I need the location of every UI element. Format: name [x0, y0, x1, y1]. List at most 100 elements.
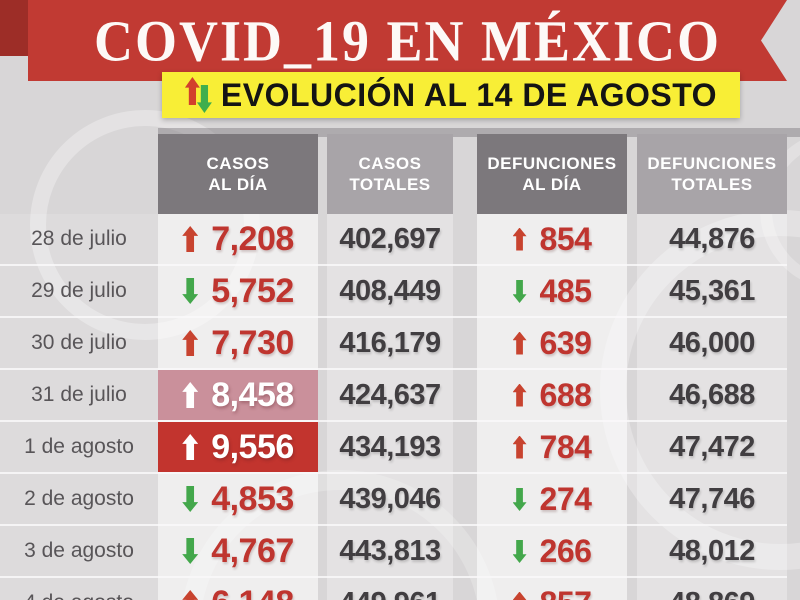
title-ribbon: COVID_19 EN MÉXICO — [28, 0, 787, 81]
total-cases-cell: 424,637 — [327, 370, 453, 420]
trend-arrow-icon — [512, 591, 527, 600]
trend-arrow-icon — [512, 383, 527, 407]
trend-arrow-icon — [182, 330, 199, 356]
daily-cases-cell: 7,208 — [158, 214, 318, 264]
daily-deaths-value: 784 — [539, 428, 592, 465]
trend-arrow-icon — [182, 486, 198, 512]
total-cases-value: 434,193 — [339, 430, 441, 463]
trend-arrow-icon — [182, 590, 199, 600]
up-down-arrows-icon — [184, 75, 217, 115]
date-column-band — [0, 214, 158, 600]
daily-deaths-cell: 266 — [477, 526, 627, 576]
total-deaths-value: 48,869 — [669, 587, 755, 600]
daily-deaths-value: 854 — [539, 220, 592, 257]
daily-cases-cell: 7,730 — [158, 318, 318, 368]
total-deaths-value: 47,746 — [669, 482, 755, 515]
daily-deaths-value: 266 — [539, 532, 592, 569]
column-header-line: CASOS — [358, 154, 422, 173]
column-header-line: DEFUNCIONES — [487, 154, 617, 173]
daily-cases-cell: 4,853 — [158, 474, 318, 524]
ribbon-fold — [0, 0, 28, 56]
daily-cases-value: 7,730 — [211, 323, 294, 362]
daily-deaths-cell: 274 — [477, 474, 627, 524]
total-cases-cell: 449,961 — [327, 578, 453, 600]
column-header-line: AL DÍA — [208, 175, 268, 194]
total-cases-value: 402,697 — [339, 222, 441, 255]
total-deaths-value: 45,361 — [669, 274, 755, 307]
total-deaths-cell: 47,472 — [637, 422, 787, 472]
total-deaths-value: 48,012 — [669, 534, 755, 567]
trend-arrow-icon — [182, 278, 198, 304]
trend-arrow-icon — [512, 227, 527, 251]
column-header-line: DEFUNCIONES — [647, 154, 777, 173]
daily-deaths-column-band — [477, 214, 627, 600]
daily-cases-cell: 9,556 — [158, 422, 318, 472]
table-top-strip — [158, 128, 800, 137]
date-label: 2 de agosto — [24, 487, 134, 510]
total-cases-cell: 408,449 — [327, 266, 453, 316]
total-cases-value: 424,637 — [339, 378, 441, 411]
date-label: 1 de agosto — [24, 435, 134, 458]
column-header-line: CASOS — [206, 154, 270, 173]
daily-deaths-cell: 688 — [477, 370, 627, 420]
total-deaths-column-band — [637, 214, 787, 600]
total-deaths-cell: 47,746 — [637, 474, 787, 524]
date-cell: 2 de agosto — [0, 474, 158, 524]
date-cell: 1 de agosto — [0, 422, 158, 472]
total-deaths-cell: 44,876 — [637, 214, 787, 264]
date-cell: 29 de julio — [0, 266, 158, 316]
date-cell: 4 de agosto — [0, 578, 158, 600]
table-row: 28 de julio 7,208 402,697 854 44,876 — [0, 214, 787, 266]
total-deaths-value: 46,000 — [669, 326, 755, 359]
daily-cases-value: 4,767 — [211, 531, 294, 570]
total-cases-value: 416,179 — [339, 326, 441, 359]
daily-cases-value: 8,458 — [211, 375, 294, 414]
trend-arrow-icon — [513, 488, 527, 511]
trend-arrow-icon — [513, 540, 527, 563]
daily-cases-value: 7,208 — [211, 219, 294, 258]
total-deaths-cell: 46,000 — [637, 318, 787, 368]
total-deaths-cell: 45,361 — [637, 266, 787, 316]
total-deaths-cell: 48,869 — [637, 578, 787, 600]
subtitle-text: EVOLUCIÓN AL 14 DE AGOSTO — [220, 76, 718, 113]
total-cases-value: 408,449 — [339, 274, 441, 307]
table-row: 30 de julio 7,730 416,179 639 46,000 — [0, 318, 787, 370]
daily-cases-cell: 6,148 — [158, 578, 318, 600]
total-cases-cell: 402,697 — [327, 214, 453, 264]
date-label: 31 de julio — [31, 383, 127, 406]
date-label: 29 de julio — [31, 279, 127, 302]
daily-deaths-value: 274 — [539, 480, 592, 517]
total-deaths-cell: 46,688 — [637, 370, 787, 420]
trend-arrow-icon — [512, 435, 527, 459]
column-header-line: TOTALES — [671, 175, 753, 194]
date-cell: 28 de julio — [0, 214, 158, 264]
table-row: 1 de agosto 9,556 434,193 784 47,472 — [0, 422, 787, 474]
daily-cases-cell: 5,752 — [158, 266, 318, 316]
table-row: 29 de julio 5,752 408,449 485 45,361 — [0, 266, 787, 318]
total-cases-cell: 416,179 — [327, 318, 453, 368]
page-title: COVID_19 EN MÉXICO — [93, 8, 722, 73]
daily-deaths-cell: 639 — [477, 318, 627, 368]
daily-cases-cell: 4,767 — [158, 526, 318, 576]
daily-cases-value: 9,556 — [211, 427, 294, 466]
daily-deaths-cell: 857 — [477, 578, 627, 600]
trend-arrow-icon — [182, 538, 198, 564]
daily-cases-value: 4,853 — [211, 479, 294, 518]
total-deaths-value: 44,876 — [669, 222, 755, 255]
total-cases-cell: 439,046 — [327, 474, 453, 524]
daily-deaths-value: 485 — [539, 272, 592, 309]
daily-cases-value: 5,752 — [211, 271, 294, 310]
total-cases-value: 439,046 — [339, 482, 441, 515]
table-row: 4 de agosto 6,148 449,961 857 48,869 — [0, 578, 787, 600]
trend-arrow-icon — [512, 331, 527, 355]
date-cell: 31 de julio — [0, 370, 158, 420]
daily-cases-cell: 8,458 — [158, 370, 318, 420]
daily-deaths-cell: 784 — [477, 422, 627, 472]
table-row: 2 de agosto 4,853 439,046 274 47,746 — [0, 474, 787, 526]
column-header-total-cases: CASOS TOTALES — [327, 134, 453, 214]
total-cases-cell: 434,193 — [327, 422, 453, 472]
daily-cases-value: 6,148 — [211, 584, 294, 600]
daily-deaths-value: 688 — [539, 376, 592, 413]
trend-arrow-icon — [513, 280, 527, 303]
total-deaths-value: 47,472 — [669, 430, 755, 463]
